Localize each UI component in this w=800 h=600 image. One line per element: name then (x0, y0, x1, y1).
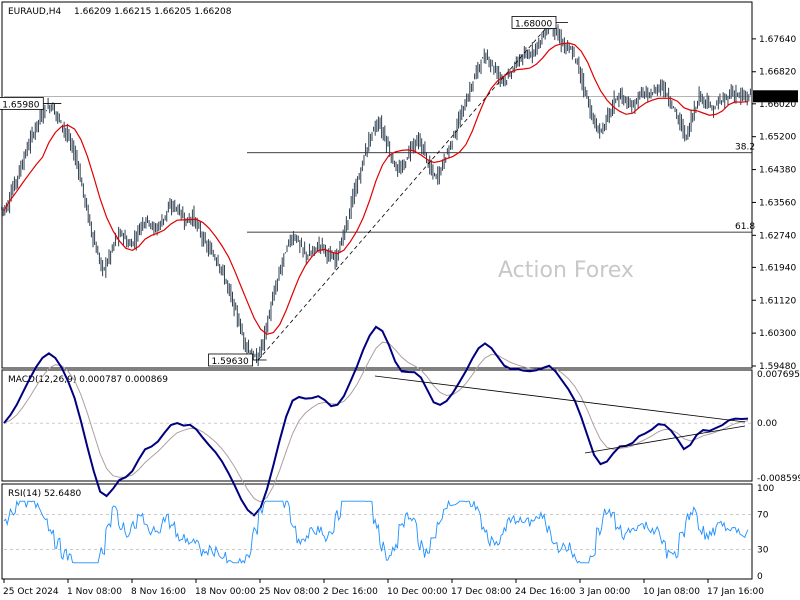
moving-average-line (3, 42, 749, 335)
watermark: Action Forex (498, 258, 634, 283)
ohlc-label: 1.66209 1.66215 1.66205 1.66208 (74, 7, 232, 17)
rsi-line (3, 499, 749, 564)
time-tick-label: 17 Dec 08:00 (451, 587, 512, 597)
time-tick-label: 3 Jan 00:00 (579, 587, 631, 597)
rsi-label: RSI(14) 52.6480 (8, 489, 81, 499)
macd-tick-label: -0.008599 (757, 474, 800, 484)
price-tick-label: 1.61940 (759, 263, 796, 273)
time-tick-label: 8 Nov 16:00 (131, 587, 186, 597)
time-tick-label: 10 Dec 00:00 (387, 587, 448, 597)
macd-tick-label: 0.00 (757, 419, 777, 429)
time-tick-label: 1 Nov 08:00 (67, 587, 122, 597)
time-tick-label: 25 Nov 08:00 (259, 587, 320, 597)
macd-signal-line (3, 341, 749, 503)
macd-upper-trendline (374, 375, 746, 423)
time-tick-label: 25 Oct 2024 (3, 587, 59, 597)
macd-layer (3, 325, 752, 517)
price-series-layer: 38.2 61.8 1.65980 1.59630 1.68000 (0, 16, 755, 367)
time-tick-label: 17 Jan 16:00 (707, 587, 764, 597)
rsi-tick-label: 70 (757, 510, 769, 520)
price-tick-label: 1.62740 (759, 231, 796, 241)
rsi-tick-label: 30 (757, 546, 769, 556)
price-tick-label: 1.67640 (759, 35, 796, 45)
price-tick-label: 1.60300 (759, 329, 796, 339)
price-tick-label: 1.64380 (759, 166, 796, 176)
rsi-axis: 100 70 30 0 (757, 484, 774, 582)
current-price-box (753, 90, 798, 103)
time-tick-label: 10 Jan 08:00 (643, 587, 700, 597)
price-axis: 1.67640 1.66820 1.66020 1.65200 1.64380 1.635… (752, 35, 798, 372)
time-tick-label: 18 Nov 00:00 (195, 587, 256, 597)
swing-label: 1.68000 (515, 19, 552, 29)
time-tick-label: 2 Dec 16:00 (323, 587, 378, 597)
macd-label: MACD(12,26,9) 0.000787 0.000869 (8, 375, 168, 385)
price-panel-frame (1, 1, 753, 369)
price-tick-label: 1.65200 (759, 133, 796, 143)
current-price-label: 1.66208 (757, 92, 794, 102)
macd-lower-trendline (584, 425, 746, 454)
macd-tick-label: 0.007695 (757, 370, 800, 380)
fib-label: 61.8 (735, 222, 755, 232)
rsi-panel-frame (1, 483, 753, 580)
fib-label: 38.2 (735, 143, 755, 153)
time-axis: 25 Oct 2024 1 Nov 08:00 8 Nov 16:00 18 Nov … (3, 579, 764, 597)
swing-label: 1.65980 (2, 100, 39, 110)
rsi-layer (3, 499, 752, 564)
rsi-tick-label: 0 (757, 572, 763, 582)
macd-line (3, 325, 749, 517)
macd-axis: 0.007695 0.00 -0.008599 (757, 370, 800, 484)
price-tick-label: 1.59480 (759, 362, 796, 372)
price-tick-label: 1.66020 (759, 100, 796, 110)
price-tick-label: 1.66820 (759, 68, 796, 78)
price-tick-label: 1.63560 (759, 198, 796, 208)
symbol-label: EURAUD,H4 (8, 7, 61, 17)
macd-panel-frame (1, 369, 753, 482)
time-tick-label: 24 Dec 16:00 (515, 587, 576, 597)
swing-label: 1.59630 (212, 357, 249, 367)
price-tick-label: 1.61120 (759, 296, 796, 306)
rsi-tick-label: 100 (757, 484, 774, 494)
